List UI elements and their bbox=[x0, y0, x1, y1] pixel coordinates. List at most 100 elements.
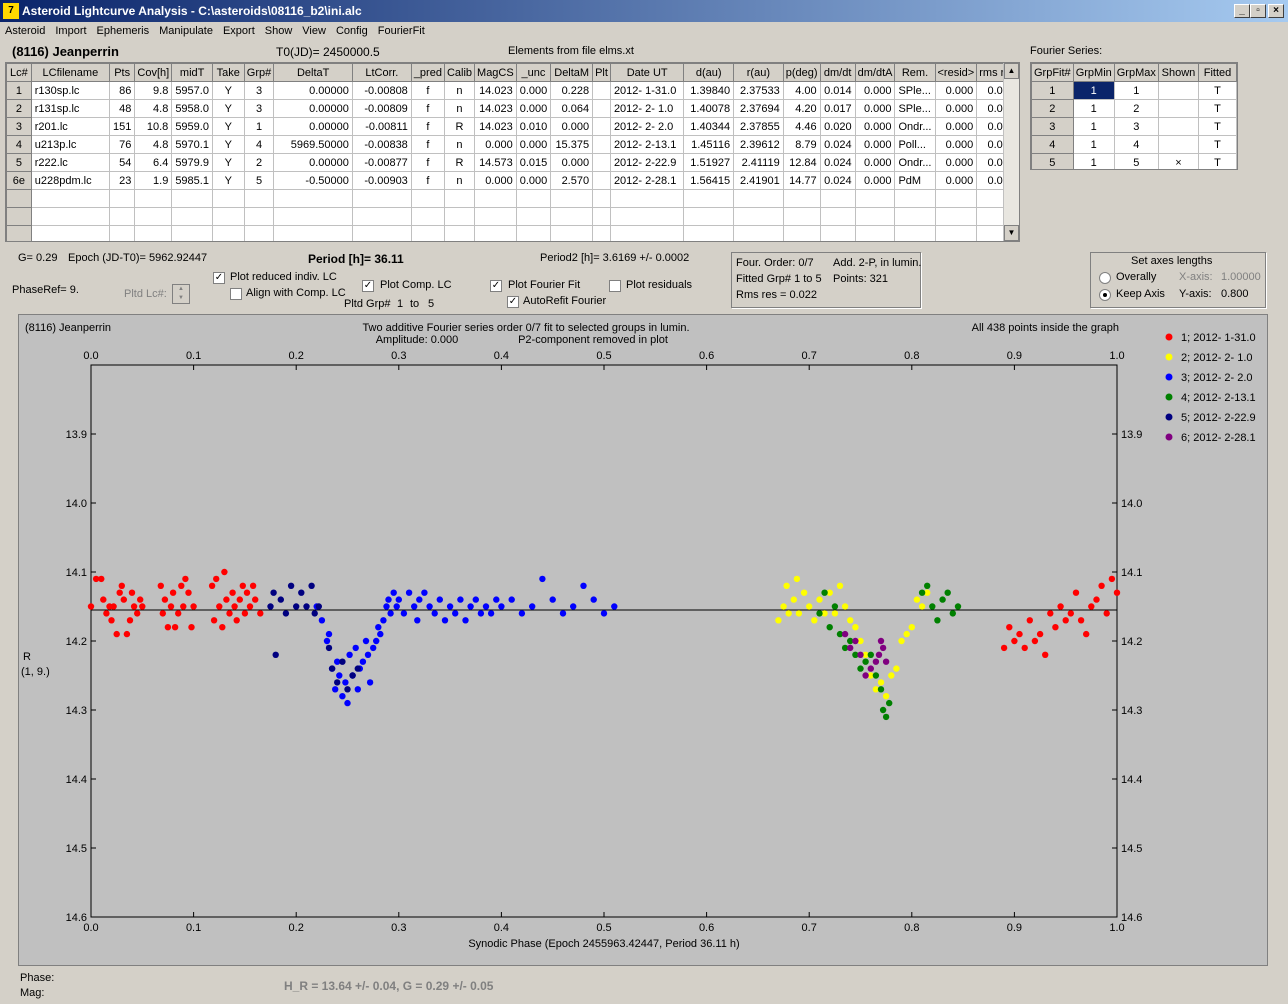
lc-row[interactable]: 3 r201.lc 151 10.8 5959.0 Y 1 0.00000 -0.00811 f R… bbox=[6, 117, 1019, 136]
lc-cell[interactable]: r222.lc bbox=[30, 153, 110, 172]
lc-cell[interactable]: 2012- 2- 1.0 bbox=[609, 99, 685, 118]
lc-cell[interactable]: n bbox=[443, 99, 476, 118]
lc-empty-cell[interactable] bbox=[592, 207, 611, 226]
lc-cell[interactable]: n bbox=[443, 81, 476, 100]
lc-empty-cell[interactable] bbox=[108, 225, 136, 241]
fourier-cell[interactable]: T bbox=[1198, 135, 1237, 154]
lc-empty-cell[interactable] bbox=[854, 225, 896, 241]
lc-empty-cell[interactable] bbox=[894, 189, 936, 208]
fourier-col-header[interactable]: GrpMin bbox=[1072, 63, 1115, 82]
lc-col-header[interactable]: Date UT bbox=[609, 63, 685, 82]
fourier-cell[interactable]: 3 bbox=[1113, 117, 1159, 136]
lc-empty-cell[interactable] bbox=[134, 207, 173, 226]
lc-cell[interactable] bbox=[592, 153, 611, 172]
lc-cell[interactable]: 1.56415 bbox=[683, 171, 735, 190]
lc-cell[interactable]: 0.024 bbox=[819, 171, 856, 190]
lc-empty-cell[interactable] bbox=[273, 189, 353, 208]
lc-empty-cell[interactable] bbox=[782, 189, 821, 208]
lc-col-header[interactable]: dm/dtA bbox=[854, 63, 896, 82]
lc-empty-cell[interactable] bbox=[550, 225, 594, 241]
menu-fourierfit[interactable]: FourierFit bbox=[377, 25, 425, 37]
lc-cell[interactable]: 4.00 bbox=[782, 81, 821, 100]
lc-empty-cell[interactable] bbox=[30, 189, 110, 208]
lc-cell[interactable]: 0.000 bbox=[515, 135, 552, 154]
fourier-cell[interactable]: 3 bbox=[1031, 117, 1074, 136]
fourier-cell[interactable] bbox=[1157, 135, 1200, 154]
lc-cell[interactable]: Ondr... bbox=[894, 117, 936, 136]
lc-cell[interactable]: 0.000 bbox=[934, 99, 978, 118]
lc-empty-cell[interactable] bbox=[592, 225, 611, 241]
plot-residuals-checkbox[interactable] bbox=[609, 280, 621, 292]
fourier-cell[interactable]: 2 bbox=[1113, 99, 1159, 118]
lc-cell[interactable] bbox=[592, 171, 611, 190]
lc-cell[interactable]: f bbox=[410, 81, 445, 100]
lc-empty-cell[interactable] bbox=[273, 207, 353, 226]
lc-empty-cell[interactable] bbox=[894, 207, 936, 226]
lc-cell[interactable]: 3 bbox=[243, 81, 275, 100]
lc-col-header[interactable]: LCfilename bbox=[30, 63, 110, 82]
lc-col-header[interactable]: <resid> bbox=[934, 63, 978, 82]
lc-cell[interactable]: n bbox=[443, 135, 476, 154]
fourier-row[interactable]: 5 1 5 × T bbox=[1031, 153, 1237, 169]
lightcurve-plot-panel[interactable]: (8116) Jeanperrin Two additive Fourier s… bbox=[18, 314, 1268, 966]
lc-empty-cell[interactable] bbox=[683, 225, 735, 241]
lc-cell[interactable]: f bbox=[410, 171, 445, 190]
lc-cell[interactable]: Y bbox=[211, 81, 245, 100]
lc-empty-cell[interactable] bbox=[171, 225, 213, 241]
lc-cell[interactable]: 0.020 bbox=[819, 117, 856, 136]
lc-col-header[interactable]: DeltaT bbox=[273, 63, 353, 82]
lc-cell[interactable]: u213p.lc bbox=[30, 135, 110, 154]
lc-cell[interactable]: 1.40344 bbox=[683, 117, 735, 136]
scroll-down-arrow-icon[interactable]: ▼ bbox=[1004, 225, 1019, 241]
lc-col-header[interactable]: dm/dt bbox=[819, 63, 856, 82]
fourier-col-header[interactable]: GrpMax bbox=[1113, 63, 1159, 82]
lc-cell[interactable]: 0.000 bbox=[515, 99, 552, 118]
lc-col-header[interactable]: Pts bbox=[108, 63, 136, 82]
lc-cell[interactable]: 2 bbox=[243, 153, 275, 172]
menu-manipulate[interactable]: Manipulate bbox=[159, 25, 213, 37]
lc-cell[interactable]: 0.015 bbox=[515, 153, 552, 172]
plot-comp-checkbox[interactable]: ✓ bbox=[362, 280, 374, 292]
plot-fourier-checkbox[interactable]: ✓ bbox=[490, 280, 502, 292]
lc-cell[interactable]: 4 bbox=[243, 135, 275, 154]
lc-cell[interactable]: 2.41901 bbox=[733, 171, 784, 190]
lc-cell[interactable]: Poll... bbox=[894, 135, 936, 154]
lc-empty-cell[interactable] bbox=[6, 225, 32, 241]
lc-cell[interactable]: 6.4 bbox=[134, 153, 173, 172]
lc-cell[interactable]: 8.79 bbox=[782, 135, 821, 154]
lc-empty-cell[interactable] bbox=[30, 207, 110, 226]
lc-cell[interactable]: 1.40078 bbox=[683, 99, 735, 118]
lc-cell[interactable]: f bbox=[410, 153, 445, 172]
minimize-button[interactable]: _ bbox=[1234, 4, 1250, 18]
lc-empty-cell[interactable] bbox=[443, 225, 476, 241]
lc-row[interactable]: 1 r130sp.lc 86 9.8 5957.0 Y 3 0.00000 -0.00808 f n… bbox=[6, 81, 1019, 100]
lc-cell[interactable]: 2.37855 bbox=[733, 117, 784, 136]
lc-empty-cell[interactable] bbox=[934, 225, 978, 241]
lc-cell[interactable]: 0.000 bbox=[550, 117, 594, 136]
lc-cell[interactable]: 3 bbox=[6, 117, 32, 136]
lc-cell[interactable]: 0.000 bbox=[854, 135, 896, 154]
lc-cell[interactable]: 0.000 bbox=[474, 171, 517, 190]
lc-empty-cell[interactable] bbox=[30, 225, 110, 241]
lc-cell[interactable]: 1.45116 bbox=[683, 135, 735, 154]
scroll-up-arrow-icon[interactable]: ▲ bbox=[1004, 63, 1019, 79]
fourier-cell[interactable] bbox=[1157, 99, 1200, 118]
lc-cell[interactable] bbox=[592, 99, 611, 118]
lc-cell[interactable]: 9.8 bbox=[134, 81, 173, 100]
lc-cell[interactable]: 0.000 bbox=[934, 81, 978, 100]
lc-cell[interactable]: -0.00811 bbox=[351, 117, 412, 136]
close-button[interactable]: × bbox=[1268, 4, 1284, 18]
lc-empty-cell[interactable] bbox=[733, 225, 784, 241]
lc-empty-cell[interactable] bbox=[273, 225, 353, 241]
lc-empty-cell[interactable] bbox=[410, 225, 445, 241]
lc-cell[interactable]: 5979.9 bbox=[171, 153, 213, 172]
lc-cell[interactable]: 54 bbox=[108, 153, 136, 172]
lc-cell[interactable]: 5958.0 bbox=[171, 99, 213, 118]
fourier-cell[interactable] bbox=[1157, 81, 1200, 100]
lc-cell[interactable]: 10.8 bbox=[134, 117, 173, 136]
lc-col-header[interactable]: _pred bbox=[410, 63, 445, 82]
lc-empty-cell[interactable] bbox=[819, 225, 856, 241]
pltd-lc-spinner[interactable]: ▲ ▼ bbox=[172, 284, 190, 304]
